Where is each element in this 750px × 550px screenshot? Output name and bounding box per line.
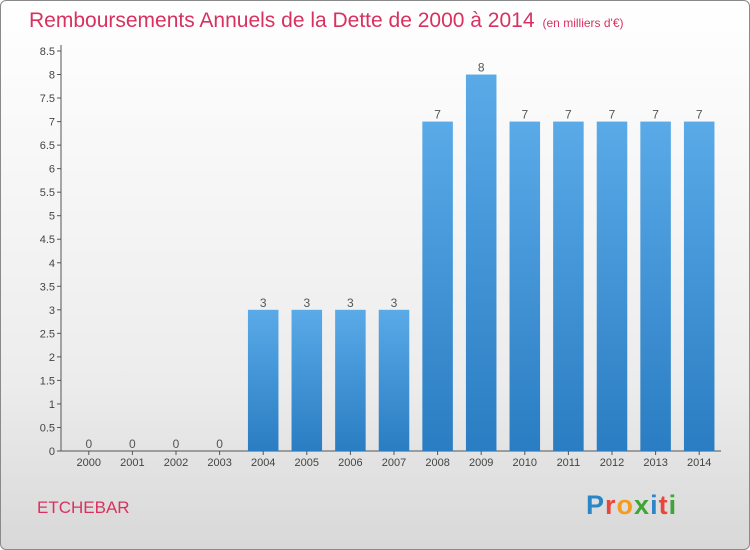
bar-2008 <box>422 121 453 452</box>
bar-2005 <box>291 309 323 451</box>
y-tick-label: 1 <box>49 399 55 411</box>
chart-bars <box>247 74 715 452</box>
data-label-2000: 0 <box>85 437 92 451</box>
bar-2010 <box>509 121 541 452</box>
bar-2004 <box>247 309 279 451</box>
x-tick-label-2012: 2012 <box>600 457 624 469</box>
y-tick-label: 1.5 <box>40 375 55 387</box>
data-label-2002: 0 <box>173 437 180 451</box>
x-tick-label-2009: 2009 <box>469 457 493 469</box>
x-tick-label-2002: 2002 <box>164 457 188 469</box>
bar-2012 <box>596 121 628 452</box>
data-label-2003: 0 <box>216 437 223 451</box>
data-label-2004: 3 <box>260 296 267 310</box>
x-tick-label-2003: 2003 <box>207 457 231 469</box>
y-tick-label: 4 <box>49 258 55 270</box>
x-tick-label-2004: 2004 <box>251 457 275 469</box>
x-tick-label-2007: 2007 <box>382 457 406 469</box>
y-tick-label: 8.5 <box>40 46 55 58</box>
y-tick-label: 6.5 <box>40 140 55 152</box>
chart-labels: 2000 0 2001 0 2002 0 2003 0 2004 3 2005 3 2006 3 2007 3… <box>77 61 712 469</box>
y-tick-label: 8 <box>49 70 55 82</box>
x-tick-label-2005: 2005 <box>295 457 319 469</box>
x-tick-label-2006: 2006 <box>338 457 362 469</box>
x-tick-label-2008: 2008 <box>425 457 449 469</box>
bar-2009 <box>465 74 497 451</box>
x-tick-label-2011: 2011 <box>557 457 581 469</box>
y-tick-label: 6 <box>49 164 55 176</box>
data-label-2005: 3 <box>303 296 310 310</box>
x-tick-label-2000: 2000 <box>77 457 101 469</box>
data-label-2001: 0 <box>129 437 136 451</box>
bar-2013 <box>640 121 671 452</box>
commune-name: ETCHEBAR <box>37 498 130 517</box>
y-tick-label: 7.5 <box>40 93 55 105</box>
y-tick-label: 2 <box>49 352 55 364</box>
data-label-2014: 7 <box>696 108 703 122</box>
chart-subtitle: (en milliers d'€) <box>542 16 624 30</box>
bar-2006 <box>335 309 366 451</box>
y-tick-label: 0.5 <box>40 422 55 434</box>
x-tick-label-2014: 2014 <box>687 457 711 469</box>
y-tick-label: 3.5 <box>40 281 55 293</box>
x-tick-label-2001: 2001 <box>120 457 144 469</box>
y-tick-label: 0 <box>49 446 55 458</box>
bar-2011 <box>553 121 584 452</box>
data-label-2007: 3 <box>391 296 398 310</box>
x-tick-label-2010: 2010 <box>513 457 537 469</box>
data-label-2010: 7 <box>521 108 528 122</box>
data-label-2011: 7 <box>565 108 572 122</box>
data-label-2006: 3 <box>347 296 354 310</box>
x-tick-label-2013: 2013 <box>643 457 667 469</box>
data-label-2012: 7 <box>609 108 616 122</box>
y-tick-label: 4.5 <box>40 234 55 246</box>
bar-2014 <box>683 121 715 452</box>
y-tick-label: 7 <box>49 117 55 129</box>
data-label-2008: 7 <box>434 108 441 122</box>
data-label-2009: 8 <box>478 61 485 75</box>
bar-2007 <box>378 309 410 451</box>
y-tick-label: 3 <box>49 305 55 317</box>
proxiti-logo: Proxiti <box>586 490 678 520</box>
y-tick-label: 5 <box>49 211 55 223</box>
chart-title: Remboursements Annuels de la Dette de 20… <box>29 9 624 32</box>
data-label-2013: 7 <box>652 108 659 122</box>
y-tick-label: 2.5 <box>40 328 55 340</box>
y-tick-label: 5.5 <box>40 187 55 199</box>
